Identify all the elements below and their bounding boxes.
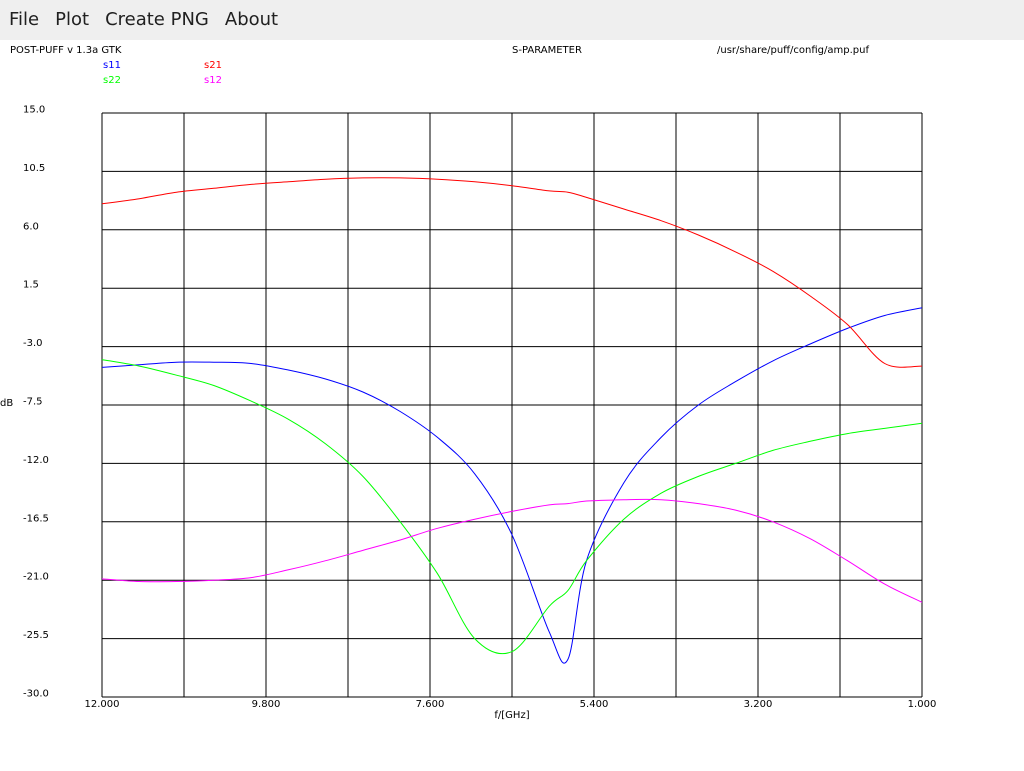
y-tick-label: 15.0 — [23, 105, 45, 116]
menu-plot[interactable]: Plot — [55, 9, 90, 30]
y-tick-label: -3.0 — [23, 338, 43, 349]
menu-about[interactable]: About — [224, 9, 279, 30]
menu-create-png[interactable]: Create PNG — [105, 9, 209, 30]
legend-s21: s21 — [204, 60, 222, 71]
x-tick-label: 7.600 — [416, 699, 445, 710]
x-axis-label: f/[GHz] — [494, 710, 529, 721]
x-tick-label: 3.200 — [744, 699, 773, 710]
file-path: /usr/share/puff/config/amp.puf — [717, 45, 870, 56]
legend-s22: s22 — [103, 75, 121, 86]
series-line-s12 — [101, 498, 923, 603]
y-tick-label: -16.5 — [23, 513, 49, 524]
x-tick-label: 1.000 — [908, 699, 937, 710]
menu-file[interactable]: File — [9, 9, 40, 30]
x-tick-label: 5.400 — [580, 699, 609, 710]
y-tick-label: 1.5 — [23, 280, 39, 291]
y-tick-label: -7.5 — [23, 397, 43, 408]
menu-bar: File Plot Create PNG About — [0, 0, 1024, 40]
y-tick-label: 6.0 — [23, 221, 39, 232]
y-tick-label: -25.5 — [23, 630, 49, 641]
plot-type-title: S-PARAMETER — [512, 45, 582, 56]
y-tick-label: -30.0 — [23, 689, 49, 700]
x-tick-label: 9.800 — [252, 699, 281, 710]
y-tick-label: -12.0 — [23, 455, 49, 466]
program-version: POST-PUFF v 1.3a GTK — [10, 45, 122, 56]
series-line-s21 — [101, 177, 923, 368]
x-tick-label: 12.000 — [85, 699, 120, 710]
legend-s12: s12 — [204, 75, 222, 86]
series-line-s11 — [101, 307, 923, 664]
y-tick-label: -21.0 — [23, 572, 49, 583]
legend-s11: s11 — [103, 60, 121, 71]
series-line-s22 — [101, 359, 923, 655]
y-tick-label: 10.5 — [23, 163, 45, 174]
y-axis-label: dB — [0, 398, 13, 409]
